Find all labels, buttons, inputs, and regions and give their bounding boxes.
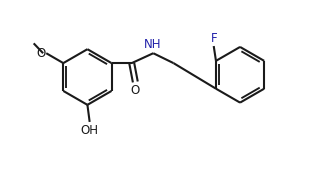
Text: F: F	[210, 32, 217, 45]
Text: O: O	[131, 84, 140, 97]
Text: OH: OH	[81, 124, 99, 137]
Text: NH: NH	[144, 38, 162, 51]
Text: O: O	[36, 47, 45, 60]
